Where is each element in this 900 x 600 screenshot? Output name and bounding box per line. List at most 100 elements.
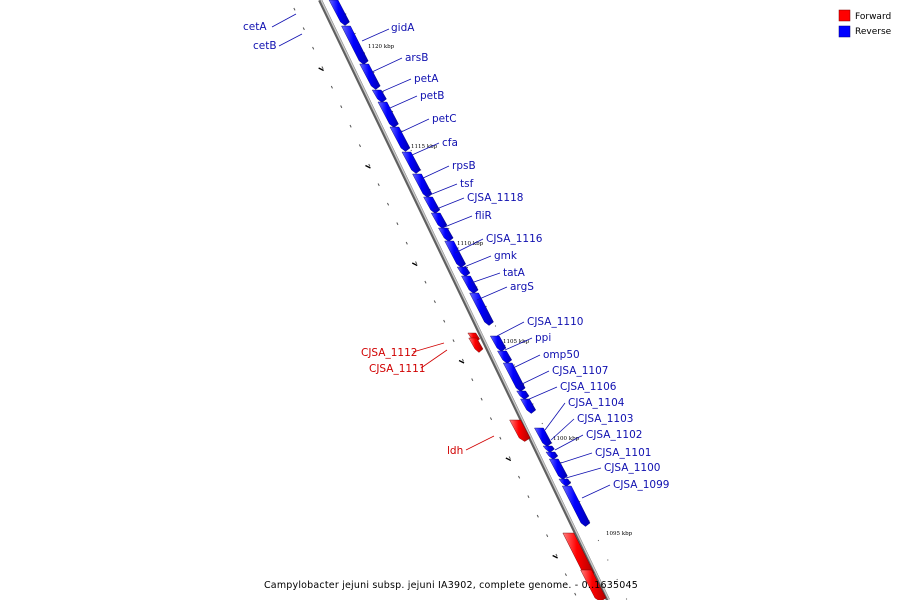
gene-arrow[interactable]	[359, 63, 381, 90]
major-tick	[458, 359, 465, 364]
gene-label[interactable]: tatA	[503, 267, 526, 279]
gene-label[interactable]: CJSA_1100	[604, 462, 660, 474]
tick-mark	[340, 105, 343, 109]
gene-arrow[interactable]	[438, 227, 454, 242]
tick-dot	[466, 266, 468, 269]
leader-line	[565, 467, 602, 479]
leader-line	[433, 197, 465, 211]
gene-label[interactable]: CJSA_1112	[361, 347, 417, 359]
gene-label[interactable]: petB	[420, 90, 444, 102]
gene-label[interactable]: rpsB	[452, 160, 476, 172]
leader-line	[426, 183, 458, 197]
leader-line	[271, 13, 297, 28]
gene-arrow[interactable]	[389, 126, 411, 152]
scale-label-1100: 1100 kbp	[553, 436, 580, 442]
tick-mark	[527, 495, 530, 499]
gene-arrow[interactable]	[548, 458, 568, 480]
gene-label[interactable]: CJSA_1116	[486, 233, 543, 245]
gene-arrow[interactable]	[401, 151, 421, 174]
tick-dot	[494, 325, 497, 327]
tick-dot	[616, 578, 618, 581]
leader-line	[496, 321, 525, 337]
tick-mark	[302, 27, 305, 31]
gene-arrow[interactable]	[377, 101, 399, 128]
tick-mark	[349, 124, 352, 128]
gene-arrow[interactable]	[328, 0, 350, 26]
gene-label[interactable]: ppi	[535, 332, 551, 344]
gene-arrow[interactable]	[534, 427, 552, 447]
gene-label[interactable]: cfa	[442, 137, 458, 149]
gene-label[interactable]: ldh	[447, 445, 463, 457]
gene-label[interactable]: cetB	[253, 40, 277, 52]
gene-arrow[interactable]	[444, 240, 466, 268]
gene-label[interactable]: CJSA_1118	[467, 192, 523, 204]
scale-ticks	[293, 7, 628, 600]
legend-swatch-forward	[838, 9, 851, 22]
gene-arrow[interactable]	[423, 196, 441, 214]
gene-label[interactable]: argS	[510, 281, 534, 293]
gene-arrow[interactable]	[341, 25, 369, 65]
gene-arrow[interactable]	[516, 390, 530, 400]
leader-line	[420, 165, 450, 180]
gene-arrow[interactable]	[497, 350, 513, 364]
gene-label[interactable]: CJSA_1110	[527, 316, 583, 328]
tick-mark	[443, 319, 446, 323]
leader-line	[454, 238, 484, 254]
leader-line	[554, 434, 584, 451]
gene-label[interactable]: CJSA_1107	[552, 365, 608, 377]
gene-arrow[interactable]	[430, 212, 448, 229]
forward-strand-genes	[467, 332, 607, 600]
gene-arrow[interactable]	[461, 275, 479, 294]
legend-swatch-reverse	[838, 25, 851, 38]
gene-label[interactable]: petA	[414, 73, 439, 85]
label-leader-lines	[271, 13, 611, 499]
gene-arrow[interactable]	[412, 173, 433, 198]
gene-label[interactable]: cetA	[243, 21, 267, 33]
gene-arrow[interactable]	[468, 337, 484, 353]
tick-mark	[564, 573, 567, 577]
gene-label[interactable]: CJSA_1111	[369, 363, 425, 375]
gene-label[interactable]: CJSA_1101	[595, 447, 651, 459]
gene-label[interactable]: CJSA_1106	[560, 381, 617, 393]
leader-line	[441, 215, 473, 229]
gene-label[interactable]: CJSA_1099	[613, 479, 669, 491]
gene-label[interactable]: CJSA_1102	[586, 429, 642, 441]
backbone	[318, 0, 610, 600]
gene-arrow[interactable]	[561, 485, 591, 527]
leader-line	[361, 28, 390, 42]
gene-label[interactable]: fliR	[475, 210, 492, 222]
gene-label[interactable]: gmk	[494, 250, 518, 262]
legend: Forward Reverse	[838, 9, 892, 38]
gene-label[interactable]: arsB	[405, 52, 428, 64]
tick-mark	[330, 85, 333, 89]
leader-line	[581, 484, 611, 499]
gene-label[interactable]: gidA	[391, 22, 415, 34]
gene-arrow[interactable]	[542, 445, 555, 453]
scale-labels: 1120 kbp 1115 kbp 1110 kbp 1105 kbp 1100…	[368, 44, 633, 537]
major-tick	[318, 67, 324, 72]
scale-label-1115: 1115 kbp	[411, 144, 438, 150]
tick-mark	[555, 553, 558, 557]
reverse-strand-genes	[328, 0, 591, 527]
gene-arrow[interactable]	[545, 451, 559, 460]
gene-label[interactable]: omp50	[543, 349, 580, 361]
gene-arrow[interactable]	[509, 419, 531, 442]
leader-line	[371, 57, 403, 73]
gene-label[interactable]: CJSA_1103	[577, 413, 633, 425]
gene-label[interactable]: petC	[432, 113, 457, 125]
scale-label-1120: 1120 kbp	[368, 44, 395, 50]
tick-mark	[499, 436, 502, 440]
tick-mark	[415, 261, 418, 265]
gene-arrow[interactable]	[502, 362, 526, 392]
gene-arrow[interactable]	[520, 398, 537, 414]
gene-label[interactable]: tsf	[460, 178, 474, 190]
leader-line	[389, 95, 418, 109]
gene-arrow[interactable]	[456, 266, 471, 277]
gene-arrow[interactable]	[558, 478, 572, 487]
tick-dot	[382, 91, 384, 93]
tick-dot	[410, 149, 412, 152]
gene-arrow[interactable]	[469, 292, 494, 326]
scale-label-1095: 1095 kbp	[606, 531, 633, 537]
gene-arrow[interactable]	[371, 89, 387, 103]
gene-label[interactable]: CJSA_1104	[568, 397, 625, 409]
